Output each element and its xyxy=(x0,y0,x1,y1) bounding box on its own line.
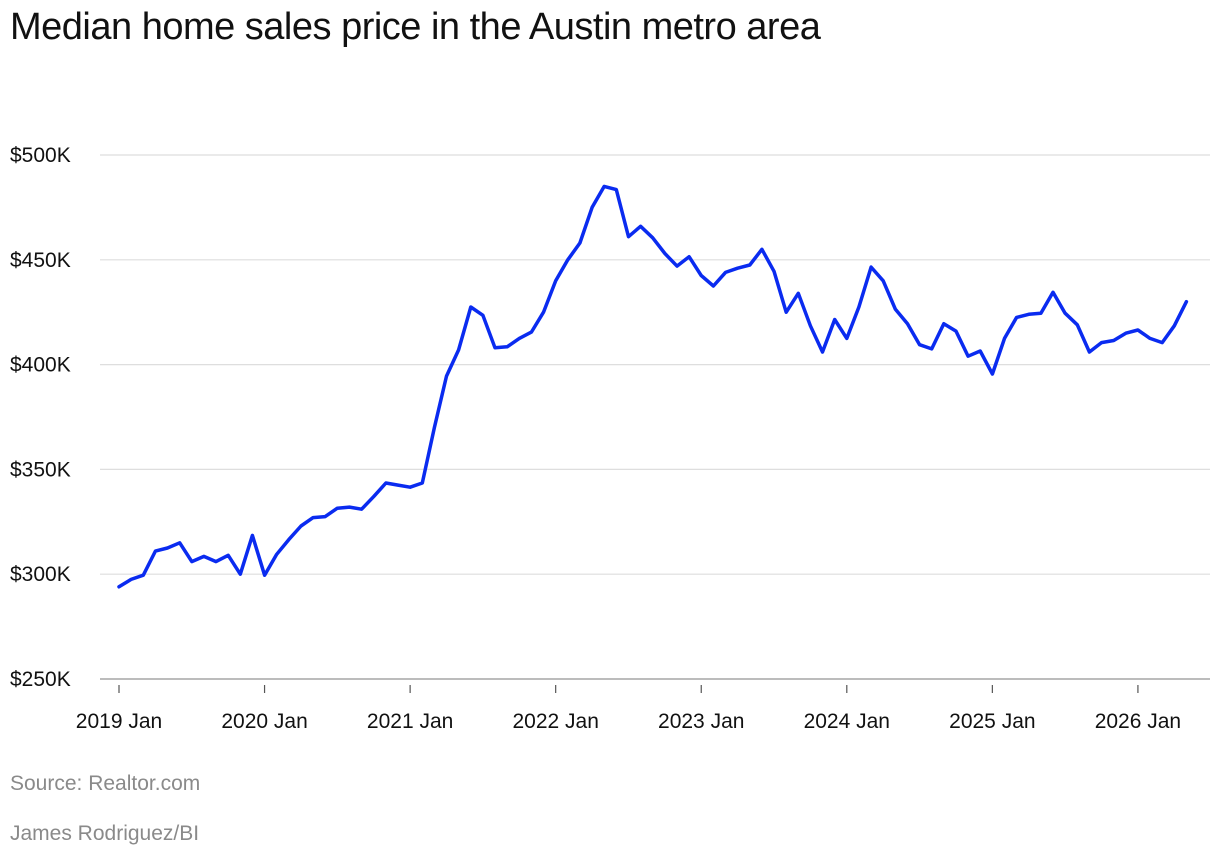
y-tick-label: $250K xyxy=(10,668,71,691)
y-tick-label: $500K xyxy=(10,144,71,167)
author-credit: James Rodriguez/BI xyxy=(10,822,200,845)
x-tick-label: 2022 Jan xyxy=(512,710,598,733)
y-tick-label: $400K xyxy=(10,354,71,377)
x-tick-label: 2019 Jan xyxy=(76,710,162,733)
x-tick-label: 2025 Jan xyxy=(949,710,1035,733)
y-tick-label: $300K xyxy=(10,563,71,586)
gridlines xyxy=(100,154,1210,680)
x-tick-label: 2021 Jan xyxy=(367,710,453,733)
x-tick-label: 2026 Jan xyxy=(1095,710,1181,733)
chart-title: Median home sales price in the Austin me… xyxy=(10,6,821,48)
series-line-median-price xyxy=(117,184,1189,589)
line-chart: $250K$300K$350K$400K$450K$500K 2019 Jan 2… xyxy=(10,144,1210,733)
series-group xyxy=(117,184,1189,589)
x-axis: 2019 Jan 2020 Jan 2021 Jan 2022 Jan 2023 Jan… xyxy=(76,678,1210,733)
x-tick-label: 2020 Jan xyxy=(221,710,307,733)
x-tick-label: 2024 Jan xyxy=(804,710,890,733)
y-tick-label: $450K xyxy=(10,249,71,272)
y-tick-label: $350K xyxy=(10,458,71,481)
source-note: Source: Realtor.com xyxy=(10,772,201,795)
x-tick-label: 2023 Jan xyxy=(658,710,744,733)
y-axis-ticks: $250K $300K $350K $400K $450K $500K xyxy=(10,144,71,691)
